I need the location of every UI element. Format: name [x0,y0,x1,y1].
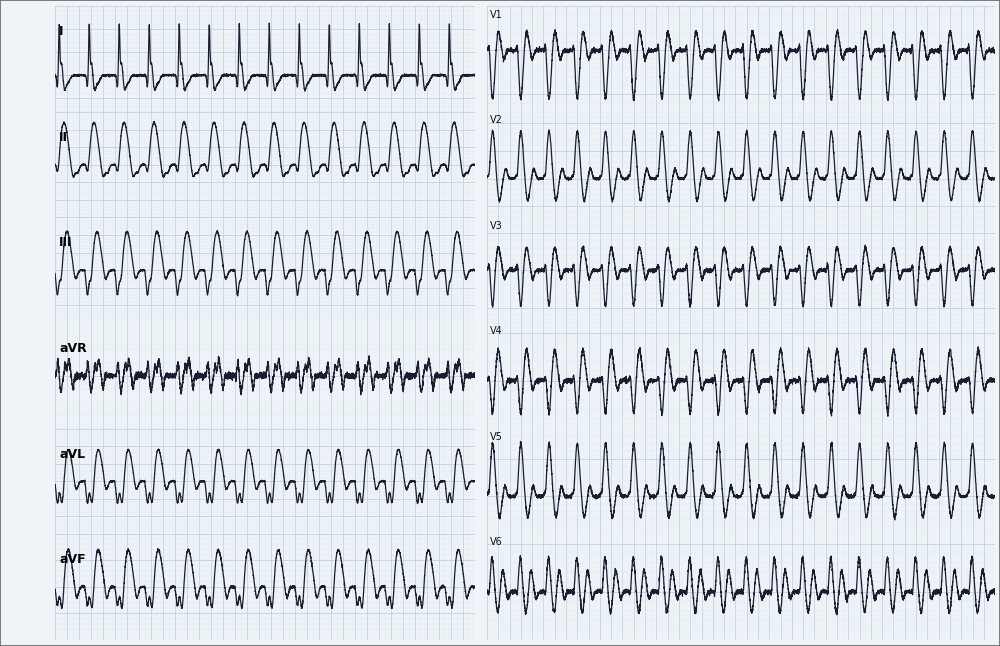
Text: III: III [59,236,73,249]
Text: aVL: aVL [59,448,85,461]
Text: II: II [59,131,68,144]
Text: V5: V5 [490,432,502,442]
Text: V4: V4 [490,326,502,336]
Text: aVF: aVF [59,553,86,566]
Text: V6: V6 [490,537,502,547]
Text: V1: V1 [490,10,502,19]
Text: V3: V3 [490,221,502,231]
Text: aVR: aVR [59,342,87,355]
Text: I: I [59,25,64,39]
Text: V2: V2 [490,115,502,125]
